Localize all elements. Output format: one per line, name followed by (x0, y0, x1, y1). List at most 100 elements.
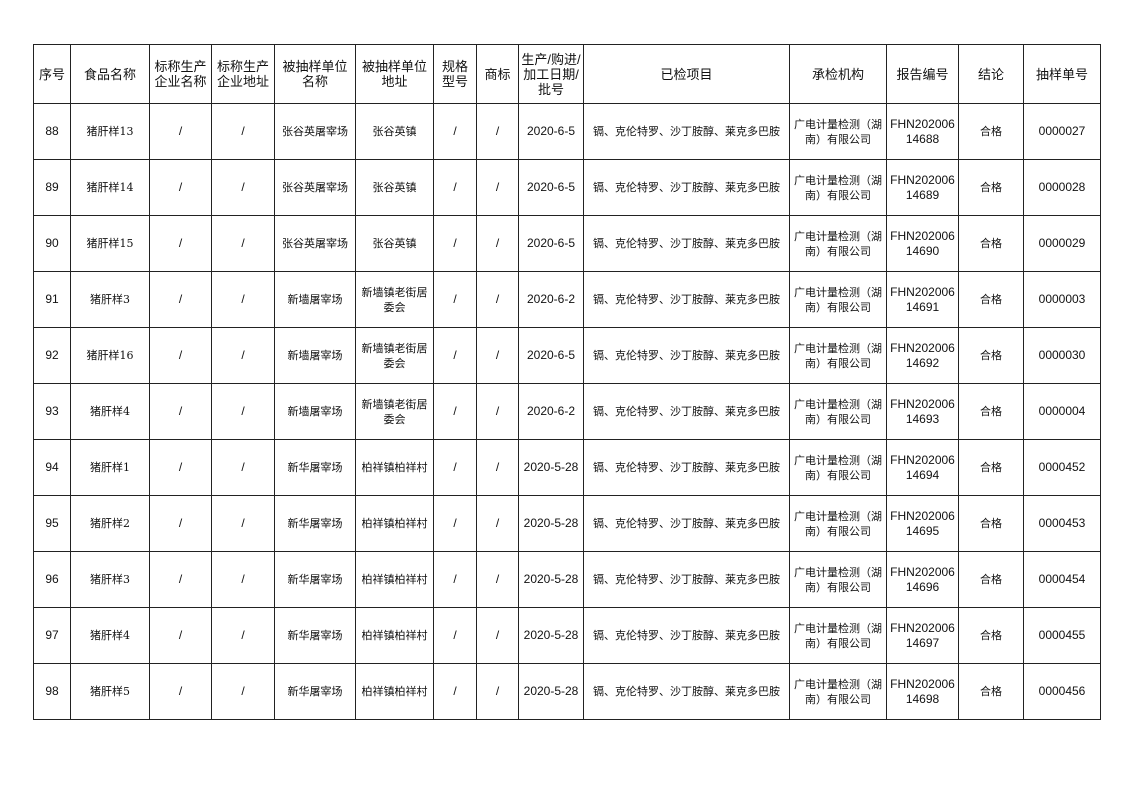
header-conclusion: 结论 (958, 44, 1024, 104)
cell-trademark: / (476, 215, 519, 272)
cell-manufacturer-name: / (149, 551, 212, 608)
cell-manufacturer-address: / (211, 271, 275, 328)
cell-manufacturer-name: / (149, 383, 212, 440)
table-row: 89 猪肝样14// 张谷英屠宰场 张谷英镇 //2020-6-5 镉、克伦特罗、沙丁胺醇… (33, 159, 1101, 216)
cell-manufacturer-name: / (149, 663, 212, 720)
cell-food-name: 猪肝样15 (70, 215, 150, 272)
cell-conclusion: 合格 (958, 439, 1024, 496)
cell-sample-number: 0000456 (1023, 663, 1101, 720)
cell-trademark: / (476, 495, 519, 552)
cell-sampled-unit-name: 新华屠宰场 (274, 495, 356, 552)
header-spec-model: 规格型号 (433, 44, 477, 104)
cell-tested-items: 镉、克伦特罗、沙丁胺醇、莱克多巴胺 (583, 159, 790, 216)
cell-manufacturer-name: / (149, 495, 212, 552)
table-row: 88 猪肝样13// 张谷英屠宰场 张谷英镇 //2020-6-5 镉、克伦特罗、沙丁胺醇… (33, 103, 1101, 160)
cell-trademark: / (476, 663, 519, 720)
cell-testing-agency: 广电计量检测（湖南）有限公司 (789, 327, 887, 384)
cell-sampled-unit-address: 柏祥镇柏祥村 (355, 495, 434, 552)
header-seq-no: 序号 (33, 44, 71, 104)
cell-conclusion: 合格 (958, 327, 1024, 384)
cell-seq-no: 90 (33, 215, 71, 272)
cell-manufacturer-address: / (211, 327, 275, 384)
cell-tested-items: 镉、克伦特罗、沙丁胺醇、莱克多巴胺 (583, 103, 790, 160)
cell-sampled-unit-name: 新华屠宰场 (274, 551, 356, 608)
cell-sample-number: 0000454 (1023, 551, 1101, 608)
cell-manufacturer-name: / (149, 271, 212, 328)
cell-sample-number: 0000004 (1023, 383, 1101, 440)
table-row: 93 猪肝样4// 新墙屠宰场 新墙镇老街居委会 //2020-6-2 镉、克伦特罗、沙丁… (33, 383, 1101, 440)
cell-sample-number: 0000452 (1023, 439, 1101, 496)
cell-sampled-unit-name: 新墙屠宰场 (274, 327, 356, 384)
cell-spec-model: / (433, 271, 477, 328)
cell-sample-number: 0000003 (1023, 271, 1101, 328)
table-row: 97 猪肝样4// 新华屠宰场 柏祥镇柏祥村 //2020-5-28 镉、克伦特罗、沙丁胺… (33, 607, 1101, 664)
cell-tested-items: 镉、克伦特罗、沙丁胺醇、莱克多巴胺 (583, 439, 790, 496)
header-sampled-unit-name: 被抽样单位名称 (274, 44, 356, 104)
header-sampled-unit-address: 被抽样单位地址 (355, 44, 434, 104)
cell-manufacturer-address: / (211, 159, 275, 216)
cell-sampled-unit-name: 张谷英屠宰场 (274, 103, 356, 160)
cell-tested-items: 镉、克伦特罗、沙丁胺醇、莱克多巴胺 (583, 327, 790, 384)
header-food-name: 食品名称 (70, 44, 150, 104)
cell-seq-no: 94 (33, 439, 71, 496)
cell-spec-model: / (433, 607, 477, 664)
cell-manufacturer-address: / (211, 663, 275, 720)
cell-production-date: 2020-6-2 (518, 383, 584, 440)
table-row: 94 猪肝样1// 新华屠宰场 柏祥镇柏祥村 //2020-5-28 镉、克伦特罗、沙丁胺… (33, 439, 1101, 496)
cell-sampled-unit-address: 柏祥镇柏祥村 (355, 663, 434, 720)
cell-conclusion: 合格 (958, 551, 1024, 608)
cell-trademark: / (476, 327, 519, 384)
cell-production-date: 2020-5-28 (518, 607, 584, 664)
cell-sample-number: 0000028 (1023, 159, 1101, 216)
cell-food-name: 猪肝样16 (70, 327, 150, 384)
header-row: 序号 食品名称 标称生产企业名称 标称生产企业地址 被抽样单位名称 被抽样单位地址 规格型号… (33, 44, 1101, 104)
cell-testing-agency: 广电计量检测（湖南）有限公司 (789, 551, 887, 608)
cell-conclusion: 合格 (958, 495, 1024, 552)
header-tested-items: 已检项目 (583, 44, 790, 104)
cell-sampled-unit-name: 新华屠宰场 (274, 439, 356, 496)
cell-food-name: 猪肝样4 (70, 607, 150, 664)
table-row: 91 猪肝样3// 新墙屠宰场 新墙镇老街居委会 //2020-6-2 镉、克伦特罗、沙丁… (33, 271, 1101, 328)
cell-seq-no: 91 (33, 271, 71, 328)
cell-production-date: 2020-5-28 (518, 439, 584, 496)
cell-manufacturer-address: / (211, 607, 275, 664)
cell-manufacturer-name: / (149, 607, 212, 664)
cell-trademark: / (476, 103, 519, 160)
cell-sampled-unit-name: 张谷英屠宰场 (274, 159, 356, 216)
cell-report-number: FHN20200614688 (886, 103, 959, 160)
cell-testing-agency: 广电计量检测（湖南）有限公司 (789, 103, 887, 160)
cell-manufacturer-address: / (211, 383, 275, 440)
cell-testing-agency: 广电计量检测（湖南）有限公司 (789, 607, 887, 664)
header-manufacturer-name: 标称生产企业名称 (149, 44, 212, 104)
cell-sampled-unit-address: 新墙镇老街居委会 (355, 327, 434, 384)
cell-sampled-unit-address: 张谷英镇 (355, 103, 434, 160)
cell-production-date: 2020-6-2 (518, 271, 584, 328)
cell-testing-agency: 广电计量检测（湖南）有限公司 (789, 383, 887, 440)
cell-sampled-unit-address: 柏祥镇柏祥村 (355, 439, 434, 496)
cell-sampled-unit-address: 张谷英镇 (355, 215, 434, 272)
cell-spec-model: / (433, 215, 477, 272)
cell-sample-number: 0000027 (1023, 103, 1101, 160)
cell-testing-agency: 广电计量检测（湖南）有限公司 (789, 663, 887, 720)
cell-tested-items: 镉、克伦特罗、沙丁胺醇、莱克多巴胺 (583, 215, 790, 272)
cell-testing-agency: 广电计量检测（湖南）有限公司 (789, 439, 887, 496)
cell-seq-no: 95 (33, 495, 71, 552)
cell-seq-no: 97 (33, 607, 71, 664)
header-report-number: 报告编号 (886, 44, 959, 104)
cell-food-name: 猪肝样5 (70, 663, 150, 720)
cell-seq-no: 93 (33, 383, 71, 440)
cell-trademark: / (476, 551, 519, 608)
header-trademark: 商标 (476, 44, 519, 104)
cell-production-date: 2020-6-5 (518, 159, 584, 216)
cell-manufacturer-name: / (149, 439, 212, 496)
cell-report-number: FHN20200614690 (886, 215, 959, 272)
cell-report-number: FHN20200614693 (886, 383, 959, 440)
cell-manufacturer-name: / (149, 215, 212, 272)
cell-conclusion: 合格 (958, 215, 1024, 272)
cell-sample-number: 0000455 (1023, 607, 1101, 664)
cell-trademark: / (476, 439, 519, 496)
cell-sampled-unit-address: 柏祥镇柏祥村 (355, 551, 434, 608)
cell-sampled-unit-address: 新墙镇老街居委会 (355, 383, 434, 440)
cell-spec-model: / (433, 439, 477, 496)
cell-sampled-unit-name: 新墙屠宰场 (274, 383, 356, 440)
